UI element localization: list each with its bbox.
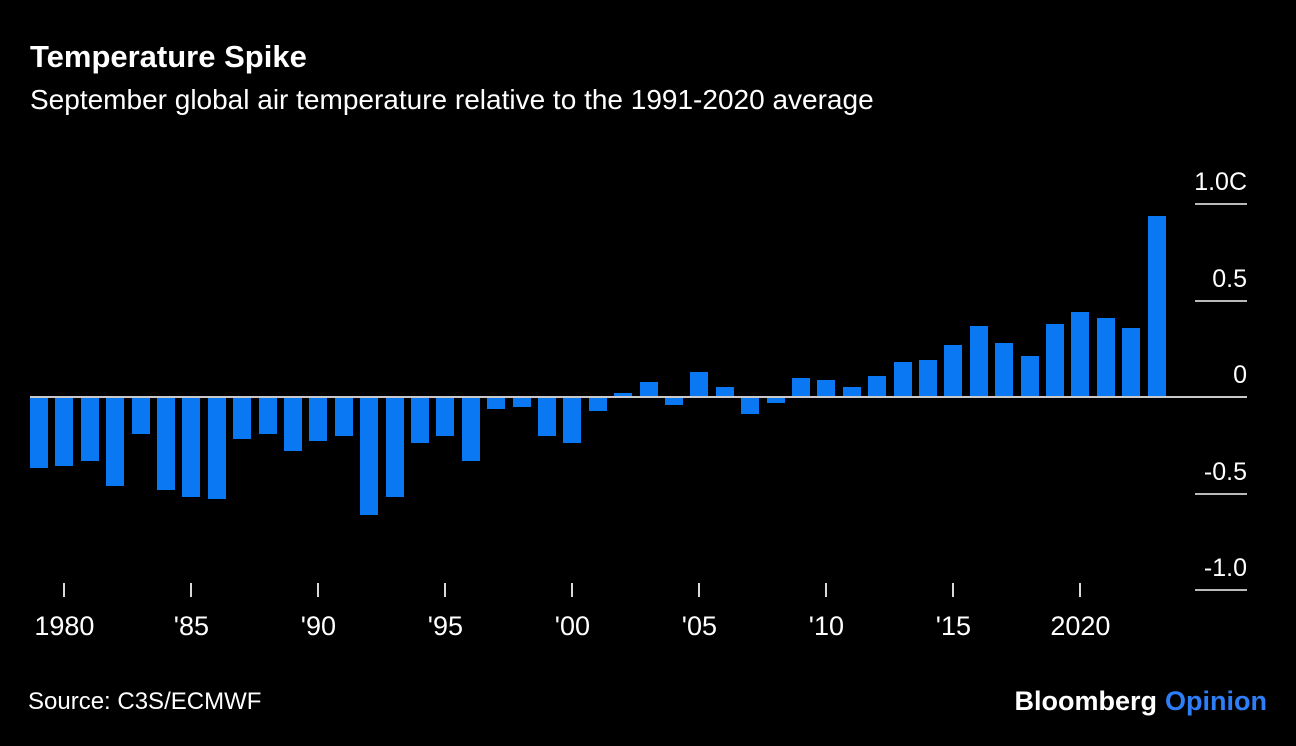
x-axis-label-00: '00	[554, 611, 590, 641]
bar-2016	[969, 325, 988, 397]
y-axis-label-0.5: 0.5	[1212, 264, 1247, 293]
bar-1992	[360, 397, 379, 515]
x-axis-label-2020: 2020	[1050, 611, 1111, 641]
source-attribution: Source: C3S/ECMWF	[28, 688, 262, 715]
bar-2011	[842, 387, 861, 397]
x-axis-label-05: '05	[681, 611, 717, 641]
bar-2003	[639, 381, 658, 397]
x-axis-tick-05	[698, 583, 701, 597]
y-gridline-1.0C	[1195, 203, 1247, 205]
x-axis-label-1980: 1980	[34, 611, 95, 641]
chart-title: Temperature Spike	[30, 39, 307, 74]
x-axis-label-85: '85	[173, 611, 209, 641]
bar-1986	[207, 397, 226, 500]
bar-1985	[182, 397, 201, 498]
bar-1996	[461, 397, 480, 461]
bar-2018	[1020, 356, 1039, 397]
bar-2006	[715, 387, 734, 397]
bar-2008	[766, 397, 785, 403]
x-axis-label-15: '15	[935, 611, 971, 641]
bar-1983	[131, 397, 150, 434]
bar-2023	[1147, 215, 1166, 397]
bar-1980	[55, 397, 74, 467]
bar-1991	[334, 397, 353, 436]
bar-2021	[1096, 317, 1115, 397]
x-axis-tick-1980	[63, 583, 66, 597]
y-axis-label--1.0: -1.0	[1203, 554, 1247, 582]
y-axis-label-1.0C: 1.0C	[1194, 168, 1247, 196]
bar-2001	[588, 397, 607, 411]
bar-2012	[868, 375, 887, 397]
bar-1994	[411, 397, 429, 444]
zero-baseline	[30, 396, 1247, 398]
x-axis-label-10: '10	[808, 611, 844, 641]
y-gridline-0.5	[1195, 299, 1247, 302]
y-axis-label--0.5: -0.5	[1203, 457, 1247, 486]
bar-1993	[385, 397, 404, 498]
bar-2017	[995, 342, 1014, 397]
x-axis-tick-95	[444, 583, 447, 597]
bar-2022	[1122, 327, 1141, 397]
bar-2010	[817, 379, 836, 397]
bar-1995	[436, 397, 455, 436]
bar-1979	[30, 397, 48, 469]
x-axis-label-90: '90	[300, 611, 336, 641]
bar-2019	[1046, 323, 1064, 397]
bloomberg-opinion-logo: Bloomberg Opinion	[1015, 686, 1268, 717]
bar-2013	[893, 362, 912, 397]
x-axis-label-95: '95	[427, 611, 463, 641]
opinion-wordmark: Opinion	[1165, 686, 1267, 716]
x-axis-tick-10	[825, 583, 828, 597]
y-gridline--1.0	[1195, 589, 1247, 591]
bar-1987	[233, 397, 252, 440]
bar-2014	[919, 360, 937, 397]
x-axis-tick-2020	[1079, 583, 1082, 597]
bar-2005	[690, 371, 709, 397]
bar-1990	[309, 397, 328, 442]
bar-2020	[1071, 312, 1090, 397]
y-gridline--0.5	[1195, 492, 1247, 495]
bar-2009	[792, 377, 810, 397]
bar-1981	[80, 397, 99, 461]
bar-1999	[538, 397, 556, 436]
bar-1989	[284, 397, 302, 452]
bar-1998	[512, 397, 531, 407]
bar-2004	[665, 397, 683, 405]
x-axis-tick-00	[571, 583, 574, 597]
x-axis-tick-90	[317, 583, 320, 597]
bloomberg-wordmark: Bloomberg	[1014, 686, 1158, 716]
bar-2007	[741, 397, 760, 415]
bar-2015	[944, 344, 963, 397]
bar-1997	[487, 397, 506, 409]
bar-1982	[106, 397, 125, 486]
bar-1984	[157, 397, 175, 490]
x-axis-tick-85	[190, 583, 193, 597]
y-axis-label-0: 0	[1233, 361, 1247, 389]
chart-subtitle: September global air temperature relativ…	[30, 84, 874, 115]
bar-2000	[563, 397, 582, 444]
x-axis-tick-15	[952, 583, 955, 597]
bar-1988	[258, 397, 277, 434]
bar-2002	[614, 393, 633, 397]
